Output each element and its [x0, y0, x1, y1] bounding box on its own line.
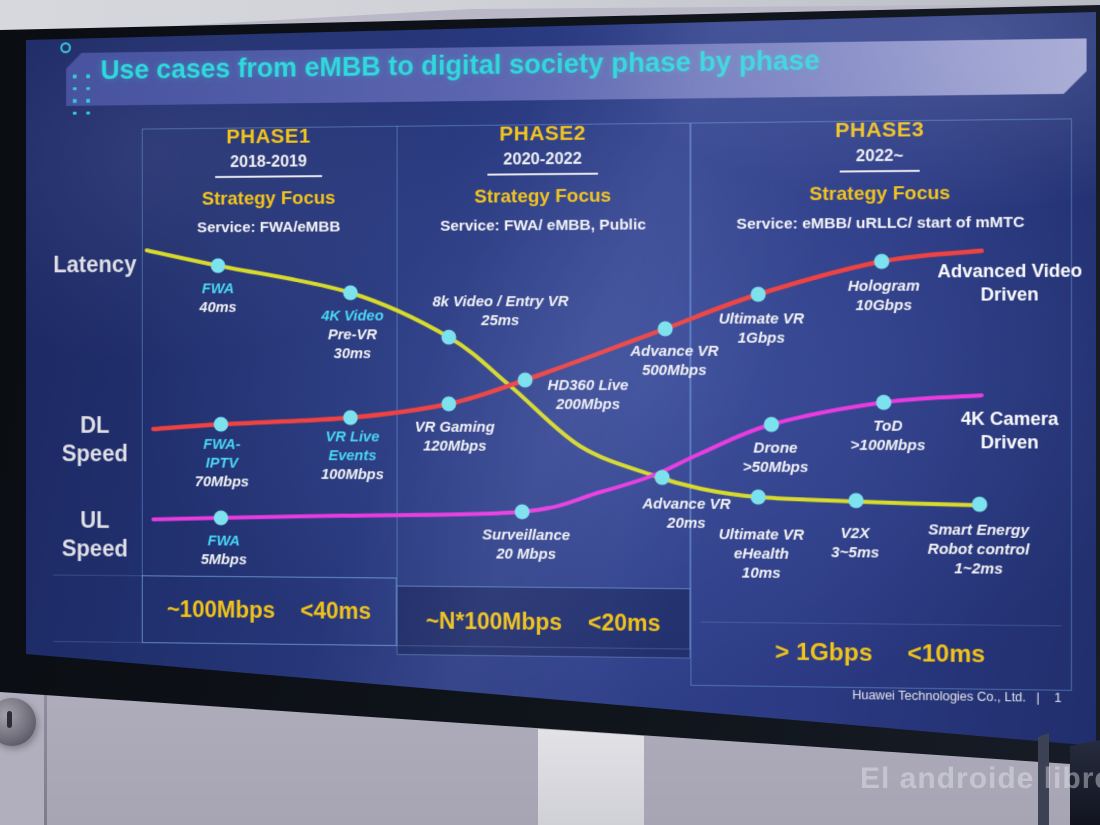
data-point-dot [213, 416, 229, 432]
phase3-summary: > 1Gbps <10ms [701, 626, 1062, 683]
phase1-header: PHASE1 2018-2019 Strategy Focus Service:… [142, 124, 397, 238]
data-point-dot [441, 396, 457, 412]
summary-speed: > 1Gbps [775, 638, 873, 667]
phase-name: PHASE1 [226, 124, 311, 149]
data-point-dot [213, 510, 229, 526]
chart-point-label: Advance VR 500Mbps [630, 342, 719, 380]
row-label-latency: Latency [53, 251, 137, 278]
phase-years: 2020-2022 [487, 148, 598, 176]
chart-point-label: Advance VR 20ms [642, 495, 731, 532]
row-label-dl-speed: DL Speed [61, 412, 128, 467]
data-point-dot [343, 285, 358, 301]
chart-point-label: HD360 Live 200Mbps [547, 376, 629, 414]
phase3-header: PHASE3 2022~ Strategy Focus Service: eMB… [690, 116, 1072, 234]
chart-point-label: VR Gaming 120Mbps [414, 418, 495, 455]
phase1-summary: ~100Mbps <40ms [141, 575, 397, 647]
data-point-dot [654, 469, 670, 486]
phase-chart [53, 18, 1091, 734]
phase-service: Service: eMBB/ uRLLC/ start of mMTC [736, 213, 1025, 233]
phase-name: PHASE3 [835, 117, 925, 143]
data-point-dot [750, 489, 766, 505]
chart-point-label: Surveillance 20 Mbps [482, 526, 571, 563]
data-point-dot [343, 410, 358, 426]
chart-point-label: Drone >50Mbps [742, 439, 809, 477]
dark-side-panel [1070, 740, 1100, 825]
display-screen: Use cases from eMBB to digital society p… [26, 12, 1096, 746]
chart-point-label: Hologram 10Gbps [847, 277, 920, 315]
slide: Use cases from eMBB to digital society p… [52, 18, 1091, 734]
ul-curve-end-label: 4K Camera Driven [960, 408, 1059, 453]
data-point-dot [514, 504, 530, 520]
dl-curve-end-label: Advanced Video Driven [937, 260, 1083, 305]
chart-point-label: Ultimate VR eHealth 10ms [718, 526, 805, 582]
data-point-dot [441, 329, 457, 345]
phase2-header: PHASE2 2020-2022 Strategy Focus Service:… [397, 121, 691, 236]
chart-point-label: 4K Video Pre-VR 30ms [321, 307, 384, 363]
strategy-focus-label: Strategy Focus [201, 187, 336, 210]
door-edge [44, 688, 47, 825]
page-number: 1 [1054, 690, 1062, 706]
summary-latency: <10ms [907, 639, 986, 669]
chart-point-label: FWA- IPTV 70Mbps [194, 436, 249, 491]
wall-pillar-reflection [538, 729, 644, 825]
strategy-focus-label: Strategy Focus [809, 182, 951, 206]
chart-point-label: VR Live Events 100Mbps [321, 428, 384, 484]
phase2-summary: ~N*100Mbps <20ms [396, 585, 691, 659]
chart-point-label: ToD >100Mbps [850, 417, 926, 455]
phase-name: PHASE2 [499, 121, 586, 146]
strategy-focus-label: Strategy Focus [474, 185, 612, 208]
phase-service: Service: FWA/eMBB [197, 218, 341, 237]
chart-point-label: 8k Video / Entry VR 25ms [432, 292, 569, 330]
chart-point-label: FWA 40ms [199, 280, 237, 316]
chart-point-label: Smart Energy Robot control 1~2ms [927, 521, 1030, 578]
watermark: El androide libre [860, 756, 1100, 802]
phase-service: Service: FWA/ eMBB, Public [440, 216, 646, 235]
footer-company: Huawei Technologies Co., Ltd. [852, 687, 1026, 705]
data-point-dot [763, 416, 780, 433]
data-point-dot [657, 321, 673, 337]
data-point-dot [518, 373, 534, 389]
summary-latency: <40ms [300, 597, 372, 624]
summary-speed: ~N*100Mbps [425, 607, 563, 635]
wall-frame-slat [1038, 733, 1049, 825]
row-label-ul-speed: UL Speed [61, 507, 128, 562]
chart-point-label: V2X 3~5ms [830, 524, 880, 562]
phase-years: 2018-2019 [214, 151, 323, 179]
watermark-text: El androide libre [860, 762, 1100, 795]
summary-speed: ~100Mbps [166, 596, 276, 623]
summary-latency: <20ms [588, 608, 661, 636]
chart-point-label: Ultimate VR 1Gbps [718, 310, 805, 347]
phase-years: 2022~ [839, 145, 920, 173]
chart-point-label: FWA 5Mbps [200, 532, 247, 569]
data-point-dot [750, 286, 766, 302]
data-point-dot [210, 258, 226, 274]
